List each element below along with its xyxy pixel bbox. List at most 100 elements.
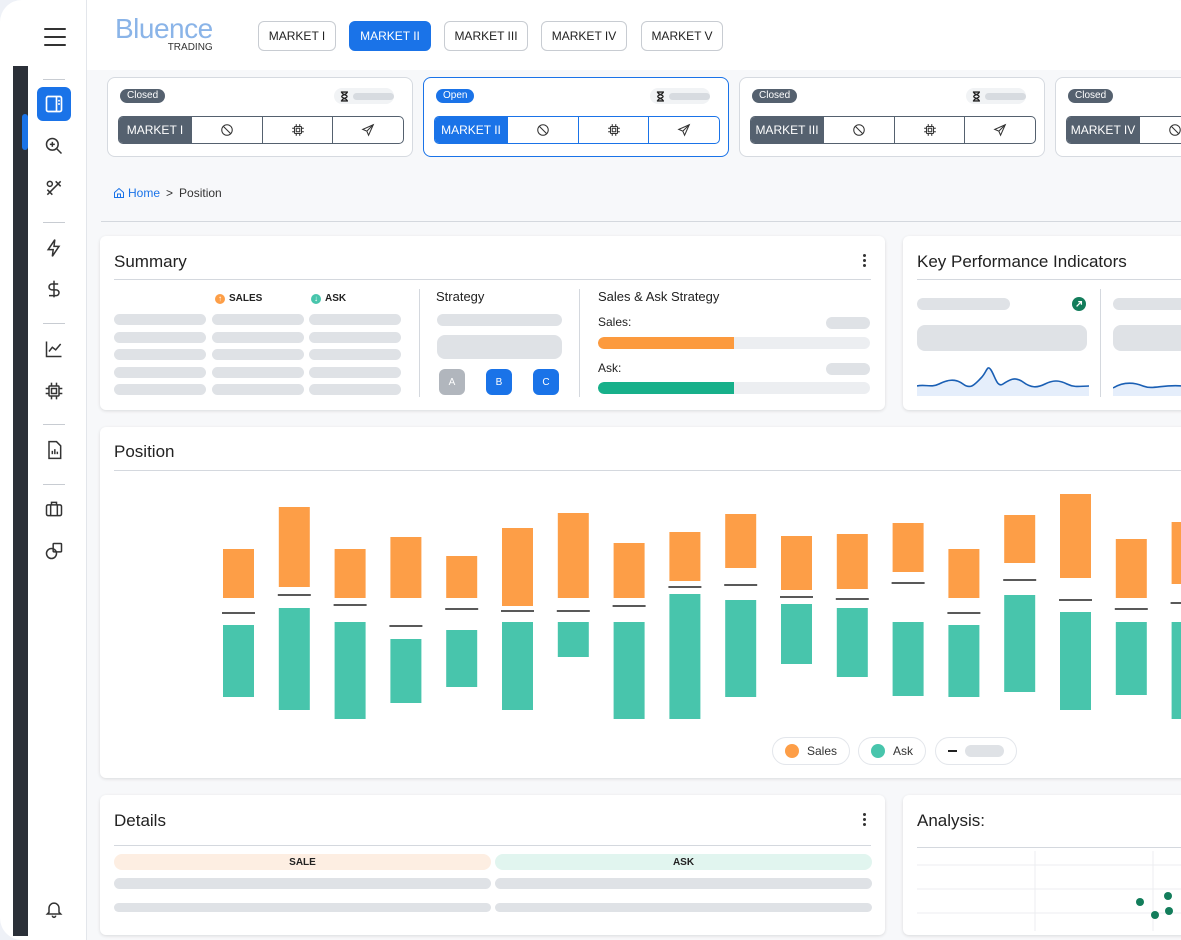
zoom-icon [45, 137, 63, 155]
ban-icon [221, 124, 233, 136]
sidebar-item-dashboard[interactable] [37, 87, 71, 121]
market-chip-button[interactable] [893, 117, 965, 143]
send-icon [993, 123, 1007, 137]
market-label-button[interactable]: MARKET I [119, 117, 191, 143]
strategy-placeholder [437, 314, 562, 326]
market-status-badge: Closed [1068, 89, 1114, 103]
sidebar-item-chip[interactable] [37, 374, 71, 408]
legend-sales[interactable]: Sales [772, 737, 851, 765]
strategy-button-c[interactable]: C [533, 369, 559, 395]
details-row-placeholder [495, 903, 872, 912]
ask-swatch [871, 744, 885, 758]
sidebar-item-shapes[interactable] [37, 534, 71, 568]
sidebar-item-flash[interactable] [37, 231, 71, 265]
sidebar-item-notifications[interactable] [37, 892, 71, 926]
chip-icon [923, 124, 936, 136]
tab-market-4[interactable]: MARKET IV [541, 21, 627, 51]
summary-separator [419, 289, 420, 397]
trend-up-icon [1072, 297, 1086, 311]
tab-market-2[interactable]: MARKET II [349, 21, 431, 51]
summary-cell-placeholder [309, 314, 401, 325]
summary-cell-placeholder [212, 314, 304, 325]
tab-market-5[interactable]: MARKET V [641, 21, 723, 51]
market-ban-button[interactable] [191, 117, 262, 143]
details-title: Details [114, 811, 166, 830]
market-card-3[interactable]: Closed MARKET III [739, 77, 1045, 157]
report-icon [48, 440, 62, 460]
analysis-underline [917, 847, 1181, 848]
strategy-button-b[interactable]: B [486, 369, 512, 395]
market-ban-button[interactable] [507, 117, 578, 143]
sales-bar-16 [1060, 494, 1091, 578]
summary-title: Summary [114, 252, 187, 271]
ask-bar-3 [334, 622, 366, 719]
chip-icon [607, 124, 620, 136]
position-chart [222, 494, 1181, 719]
summary-cell-placeholder [212, 349, 304, 360]
details-menu-icon[interactable] [863, 813, 867, 828]
market-ban-button[interactable] [1139, 117, 1181, 143]
market-ban-button[interactable] [823, 117, 894, 143]
lightning-icon [46, 239, 61, 257]
sidebar-item-portfolio[interactable] [37, 492, 71, 526]
market-status-badge: Closed [752, 89, 798, 103]
legend-sales-label: Sales [807, 744, 838, 758]
ask-bar-17 [1115, 622, 1147, 695]
sidebar-item-finance[interactable] [37, 272, 71, 306]
market-send-button[interactable] [964, 117, 1035, 143]
sales-bar-11 [781, 536, 812, 590]
position-title: Position [114, 442, 175, 461]
ask-bar-label: Ask: [598, 361, 622, 375]
scatter-point [1136, 898, 1144, 906]
summary-cell-placeholder [114, 314, 206, 325]
market-controls: MARKET IV [1066, 116, 1181, 144]
home-icon [114, 187, 124, 198]
sidebar-item-search[interactable] [37, 129, 71, 163]
market-label-button[interactable]: MARKET II [435, 117, 507, 143]
send-icon [361, 123, 375, 137]
tab-market-1[interactable]: MARKET I [258, 21, 336, 51]
market-label-button[interactable]: MARKET IV [1067, 117, 1139, 143]
sales-bar-4 [390, 537, 422, 598]
summary-cell-placeholder [309, 332, 401, 343]
summary-cell-placeholder [212, 367, 304, 378]
sales-bar-14 [948, 549, 980, 598]
market-send-button[interactable] [648, 117, 719, 143]
summary-sales-label: SALES [229, 293, 263, 304]
ask-bar-12 [836, 608, 868, 677]
summary-menu-icon[interactable] [863, 254, 867, 269]
market-send-button[interactable] [332, 117, 403, 143]
brand-name: Bluence [115, 13, 213, 44]
summary-ask-label: ASK [325, 293, 347, 304]
sales-bar-9 [669, 532, 701, 581]
market-card-2[interactable]: Open MARKET II [423, 77, 729, 157]
menu-icon[interactable] [44, 28, 66, 46]
market-card-1[interactable]: Closed MARKET I [107, 77, 413, 157]
market-chip-button[interactable] [261, 117, 333, 143]
strategy-button-a[interactable]: A [439, 369, 465, 395]
sidebar-item-analytics[interactable] [37, 332, 71, 366]
market-card-4[interactable]: Closed MARKET IV [1055, 77, 1181, 157]
arrow-up-icon: ↑ [215, 293, 225, 304]
sidebar-divider [43, 222, 65, 223]
sidebar-item-tools[interactable] [37, 171, 71, 205]
ask-bar-14 [948, 625, 980, 697]
ask-bar-9 [669, 594, 701, 719]
brand-logo[interactable]: Bluence TRADING [115, 13, 213, 54]
summary-cell-placeholder [114, 367, 206, 378]
market-chip-button[interactable] [577, 117, 649, 143]
tab-market-3[interactable]: MARKET III [444, 21, 528, 51]
legend-ask[interactable]: Ask [858, 737, 927, 765]
ask-bar-fill [598, 382, 734, 394]
legend-marker[interactable] [935, 737, 1017, 765]
chip-icon [291, 124, 304, 136]
sidebar-item-report[interactable] [37, 433, 71, 467]
summary-card: Summary ↑ SALES ↓ ASK Strategy A B C Sal… [100, 236, 885, 410]
main-area: Bluence TRADING MARKET I MARKET II MARKE… [87, 0, 1181, 940]
market-label-button[interactable]: MARKET III [751, 117, 823, 143]
breadcrumb: Home > Position [113, 186, 222, 200]
market-controls: MARKET III [750, 116, 1036, 144]
kpi-separator [1100, 289, 1101, 397]
breadcrumb-home[interactable]: Home [113, 186, 160, 200]
ask-bar-1 [223, 625, 254, 697]
